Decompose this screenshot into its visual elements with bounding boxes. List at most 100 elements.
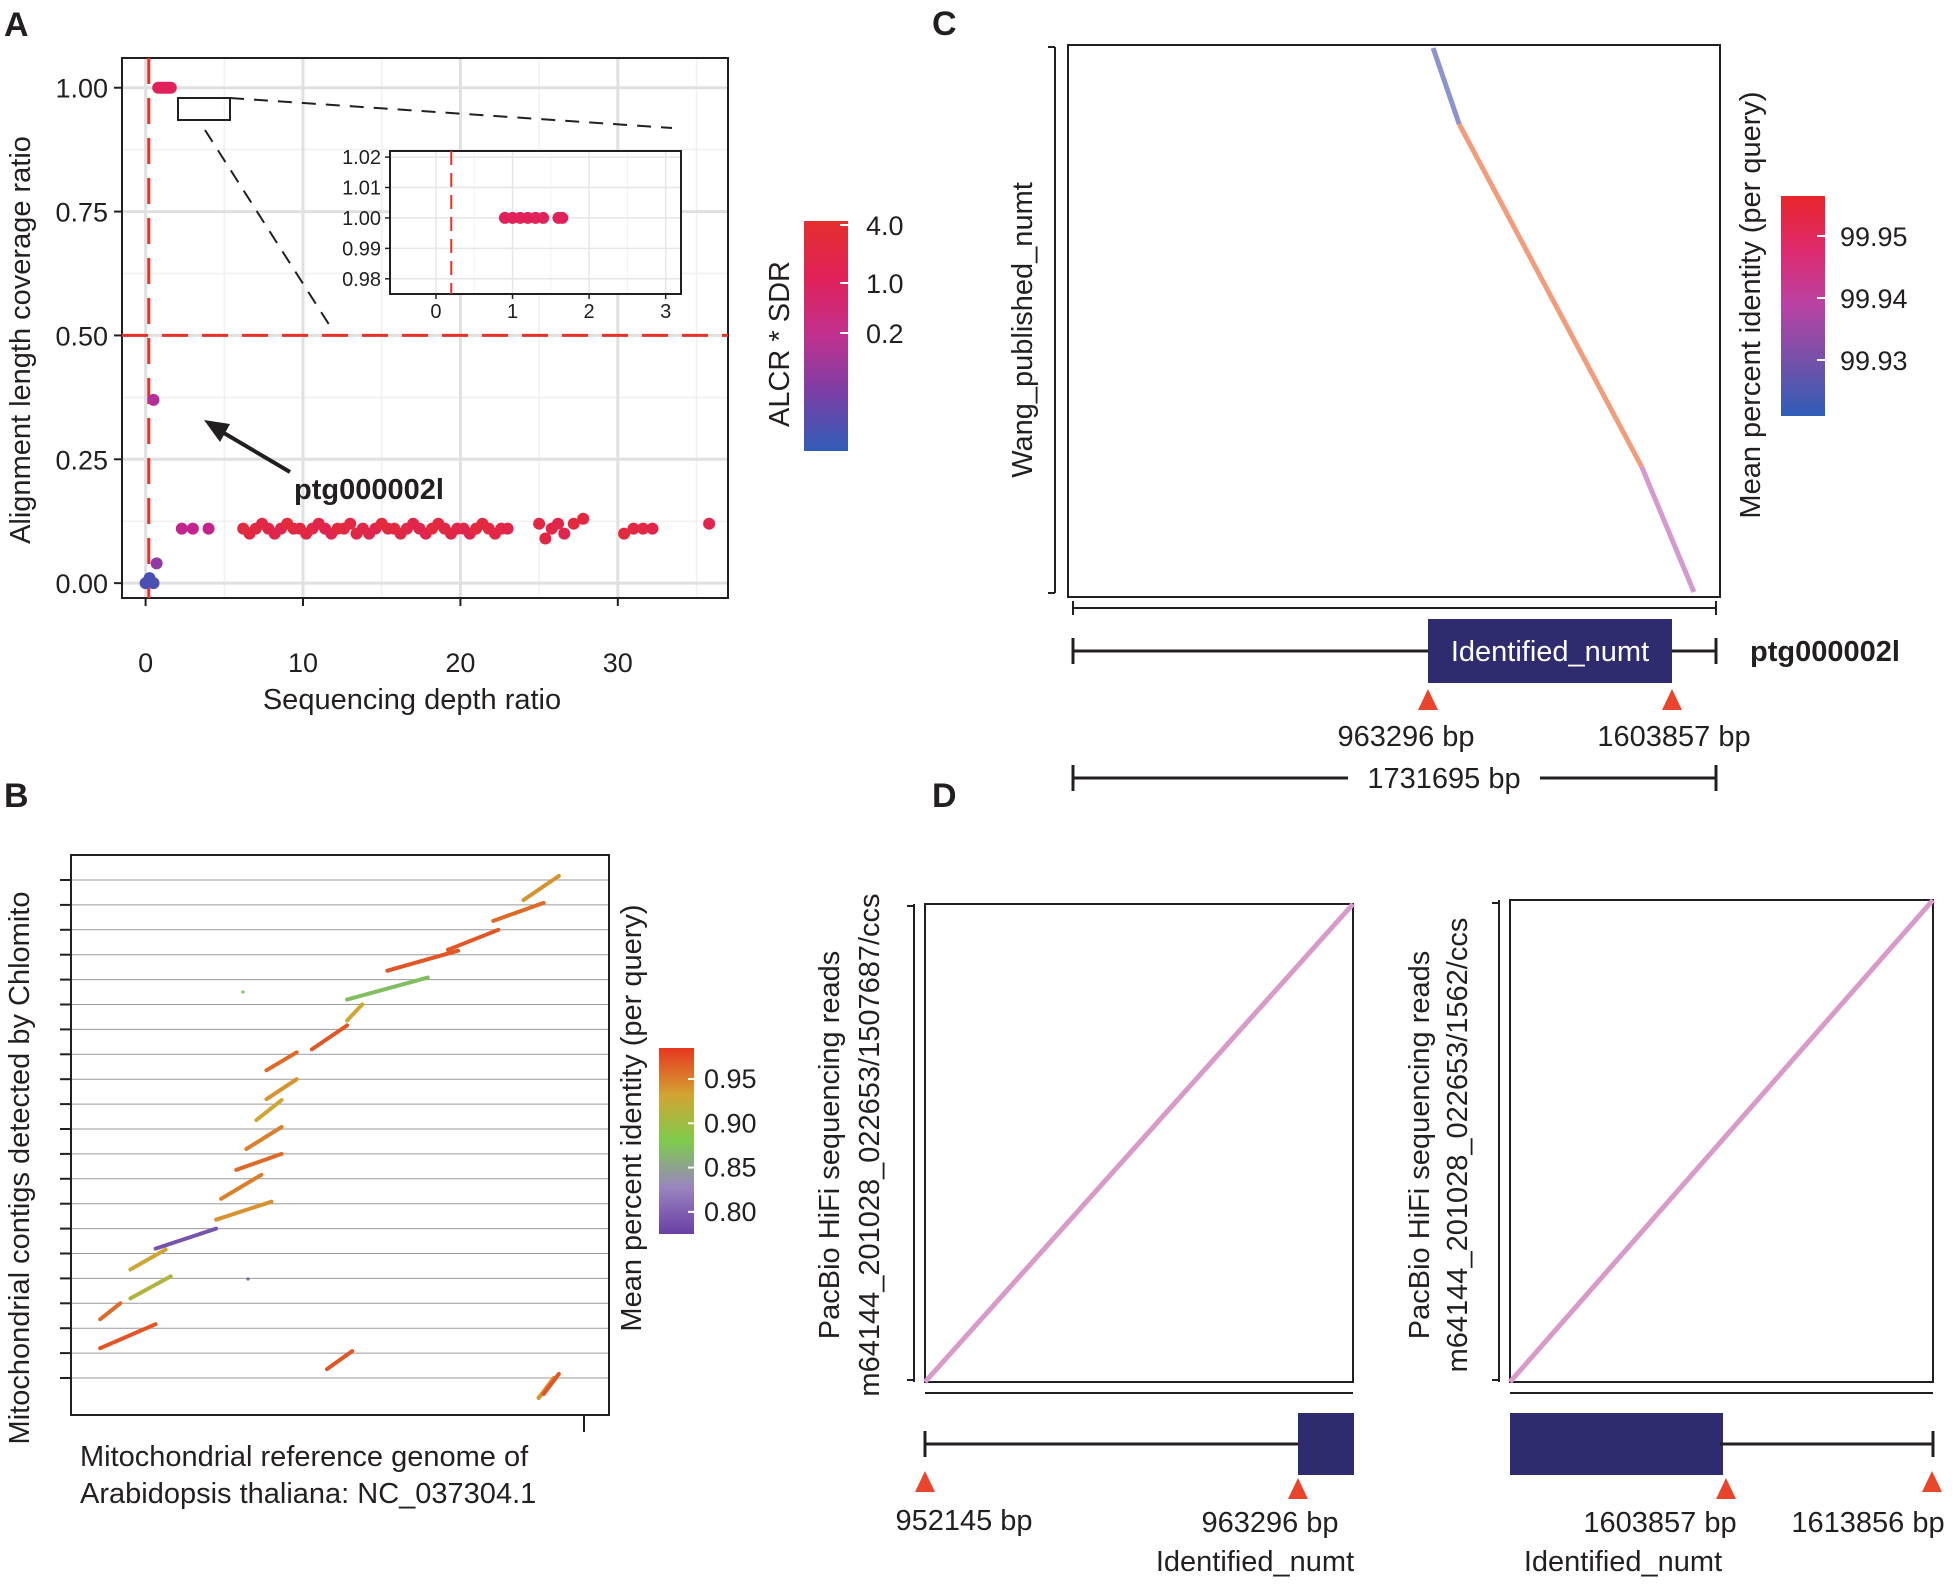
y-tick-label: 0.00 [55, 569, 108, 599]
panel-c-contig-label: ptg000002l [1750, 636, 1900, 668]
panel-d-left-y-label-line2: m64144_201028_022653/1507687/ccs [854, 893, 886, 1396]
panel-b-x-label-line1: Mitochondrial reference genome of [80, 1441, 529, 1473]
colorbar-tick-label: 4.0 [866, 211, 904, 241]
panel-d-left-numt-box [1298, 1413, 1354, 1475]
panel-c-start-label: 963296 bp [1337, 721, 1474, 753]
panel-a-inset-frame [389, 150, 682, 295]
panel-b-background [71, 855, 609, 1415]
panel-d-left-plot [907, 902, 1355, 1394]
panel-a-points [139, 81, 716, 590]
panel-b-colorbar-ticks: 0.95 0.90 0.85 0.80 [688, 1064, 757, 1227]
scatter-point [186, 522, 199, 535]
panel-d-right-plot [1492, 898, 1935, 1394]
alignment-segment [264, 1050, 299, 1073]
alignment-segment [345, 1002, 365, 1023]
inset-y-tick-label: 1.01 [342, 178, 381, 200]
scatter-point [175, 522, 188, 535]
panel-c-end-marker [1662, 689, 1682, 710]
colorbar-tick-label: 99.94 [1840, 284, 1908, 314]
panel-d-left-track: 952145 bp 963296 bp Identified_numt [895, 1413, 1354, 1578]
panel-b-dot [241, 990, 245, 994]
panel-a-colorbar-title: ALCR * SDR [764, 261, 796, 427]
x-tick-label: 20 [445, 648, 475, 678]
scatter-point [558, 527, 571, 540]
panel-c-start-marker [1418, 689, 1438, 710]
panel-a-x-ticks: 0 10 20 30 [138, 598, 633, 678]
inset-x-tick-label: 3 [660, 301, 671, 323]
x-tick-label: 30 [603, 648, 633, 678]
panel-d-left-alignment-line [923, 902, 1355, 1384]
scatter-point [703, 517, 716, 530]
panel-b-y-label: Mitochondrial contigs detected by Chlomi… [4, 892, 36, 1445]
scatter-point [637, 522, 650, 535]
panel-d-left-numt-label: Identified_numt [1156, 1546, 1354, 1578]
inset-x-tick-label: 2 [584, 301, 595, 323]
panel-d-right-end-marker [1922, 1471, 1942, 1492]
alignment-segment [264, 1077, 299, 1102]
panel-a-colorbar-ticks: 4.0 1.0 0.2 [840, 211, 904, 349]
scatter-point [552, 517, 565, 530]
y-tick-label: 1.00 [55, 74, 108, 104]
panel-a-plot-area: 0 10 20 30 0.000.250.500.751.00 [55, 57, 729, 678]
colorbar-tick-label: 1.0 [866, 269, 904, 299]
inset-scatter-point [537, 211, 550, 224]
scatter-point [618, 527, 631, 540]
panel-d-left-frame [924, 903, 1354, 1383]
y-tick-label: 0.50 [55, 321, 108, 351]
panel-a-inset-gridlines [390, 151, 681, 294]
panel-d-left-y-label-line1: PacBio HiFi sequencing reads [814, 951, 846, 1339]
panel-b-plot-area [60, 854, 610, 1432]
panel-d-right-alignment-line [1508, 898, 1935, 1384]
panel-d-right-start-label: 1603857 bp [1583, 1507, 1736, 1539]
alignment-segment [541, 1372, 561, 1396]
panel-d-letter: D [932, 777, 957, 815]
panel-b-dot [246, 1277, 250, 1281]
alignment-segment [244, 1125, 284, 1151]
panel-d-right-start-marker [1716, 1478, 1736, 1499]
panel-a-y-label: Alignment length coverage ratio [5, 136, 37, 544]
alignment-segment [214, 1199, 274, 1222]
inset-y-tick-label: 0.98 [342, 269, 381, 291]
colorbar-tick-label: 99.93 [1840, 346, 1908, 376]
panel-a-zoom-box [177, 97, 231, 121]
panel-a-zoom-connector-top [229, 97, 673, 129]
colorbar-tick-label: 0.80 [704, 1197, 757, 1227]
panel-d-left-start-marker [915, 1471, 935, 1492]
colorbar-tick-label: 0.95 [704, 1064, 757, 1094]
scatter-point [344, 517, 357, 530]
panel-c-plot-area [1048, 44, 1721, 615]
alignment-segment [491, 900, 546, 923]
colorbar-tick-label: 0.2 [866, 319, 904, 349]
panel-a-inset: 0 1 2 3 1.02 1.01 1.00 0.99 0.98 [342, 147, 682, 323]
panel-d-right-y-label-line2: m64144_201028_022653/1562/ccs [1442, 918, 1474, 1373]
alignment-segment [445, 927, 501, 952]
inset-y-tick-label: 1.00 [342, 208, 381, 230]
inset-y-tick-label: 0.99 [342, 238, 381, 260]
panel-b-y-ticks [60, 879, 71, 1379]
alignment-segment [1639, 465, 1697, 593]
panel-a-reference-lines [122, 58, 728, 598]
inset-x-tick-label: 0 [430, 301, 441, 323]
panel-b-contig-rows [71, 879, 609, 1379]
panel-c-frame [1067, 44, 1721, 598]
inset-scatter-point [556, 211, 569, 224]
panel-c-contig-track: Identified_numt ptg000002l 963296 bp 160… [1071, 619, 1900, 795]
panel-a-inset-y-ticks: 1.02 1.01 1.00 0.99 0.98 [342, 147, 390, 291]
scatter-point-annotated [147, 393, 160, 406]
panel-a-frame [121, 57, 729, 599]
panel-b-colorbar-title: Mean percent identity (per query) [616, 904, 648, 1331]
alignment-segment [324, 1349, 355, 1372]
panel-c-colorbar [1781, 196, 1825, 416]
panel-d-right-numt-box [1510, 1413, 1723, 1475]
panel-c-segments [1430, 47, 1697, 593]
alignment-segment [128, 1274, 173, 1301]
panel-b-colorbar [659, 1048, 694, 1234]
panel-a-letter: A [4, 6, 29, 44]
panel-a-x-label: Sequencing depth ratio [263, 684, 561, 716]
alignment-segment [98, 1322, 158, 1351]
panel-d-right-y-label-line1: PacBio HiFi sequencing reads [1404, 951, 1436, 1339]
panel-d-left-start-label: 952145 bp [895, 1505, 1032, 1537]
scatter-point [501, 522, 514, 535]
alignment-segment [153, 1226, 219, 1251]
